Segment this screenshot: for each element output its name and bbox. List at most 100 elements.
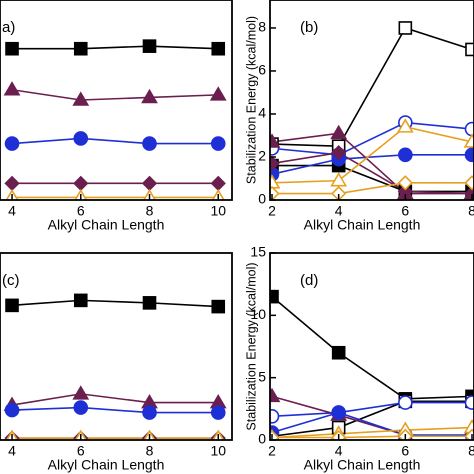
marker: [463, 133, 474, 148]
x-tick-label: 6: [401, 203, 409, 219]
marker: [331, 405, 346, 420]
marker: [142, 296, 157, 310]
series-line: [271, 132, 472, 195]
x-tick-label: 10: [210, 203, 226, 219]
marker: [73, 131, 89, 146]
plot-area: [270, 289, 474, 440]
y-tick-label: 10: [250, 306, 266, 322]
series-line: [271, 426, 473, 439]
marker: [270, 289, 279, 304]
panel-label: (c): [2, 272, 20, 289]
x-tick-label: 4: [335, 443, 343, 459]
marker: [397, 175, 413, 191]
series-line: [11, 137, 219, 145]
marker: [73, 41, 88, 56]
x-axis-label: Alkyl Chain Length: [48, 217, 165, 233]
y-tick-label: 0: [258, 431, 266, 447]
x-tick-label: 6: [77, 203, 85, 219]
marker: [142, 136, 157, 151]
x-tick-label: 8: [146, 203, 154, 219]
series-line: [11, 88, 219, 101]
marker: [209, 86, 227, 101]
marker: [330, 124, 348, 140]
series-line: [272, 181, 472, 195]
series-line: [271, 126, 473, 184]
x-tick-label: 8: [468, 203, 474, 219]
marker: [398, 147, 413, 163]
x-tick-label: 10: [210, 443, 226, 459]
y-tick-label: 2: [258, 148, 266, 164]
series-line: [271, 154, 472, 175]
series-line: [271, 121, 473, 156]
marker: [73, 293, 88, 308]
series-line: [11, 299, 219, 308]
marker: [398, 21, 413, 35]
marker: [210, 405, 226, 420]
marker: [270, 133, 281, 148]
series-line: [272, 435, 472, 439]
axes-frame: [269, 252, 474, 441]
x-tick-label: 2: [268, 203, 276, 219]
x-tick-label: 8: [468, 443, 474, 459]
series-line: [271, 296, 473, 400]
x-tick-label: 4: [8, 443, 16, 459]
x-tick-label: 4: [8, 203, 16, 219]
series-line: [271, 26, 473, 148]
marker: [398, 395, 413, 410]
y-tick-label: 6: [258, 62, 266, 78]
y-axis-label: Stabilization Energy (kcal/mol): [244, 262, 258, 430]
series-line: [271, 411, 472, 436]
marker: [210, 136, 226, 151]
x-axis-label: Alkyl Chain Length: [304, 457, 421, 473]
y-tick-label: 8: [258, 19, 266, 35]
series-line: [271, 400, 472, 438]
plot-area: [270, 21, 474, 200]
marker: [72, 385, 90, 400]
marker: [72, 91, 90, 106]
plot-area: [3, 39, 227, 200]
panel-label: a): [2, 19, 15, 36]
series-line: [12, 45, 219, 50]
marker: [142, 39, 157, 53]
x-tick-label: 8: [146, 443, 154, 459]
marker: [4, 175, 20, 191]
marker: [73, 400, 89, 415]
marker: [464, 175, 474, 191]
axes-frame: [269, 0, 474, 201]
y-tick-label: 4: [258, 105, 266, 121]
marker: [73, 175, 89, 191]
x-tick-label: 2: [268, 443, 276, 459]
marker: [5, 298, 19, 313]
series-line: [271, 151, 473, 195]
series-line: [12, 406, 219, 414]
marker: [5, 41, 19, 56]
marker: [464, 121, 474, 137]
y-tick-label: 5: [258, 368, 266, 384]
marker: [141, 88, 158, 104]
marker: [4, 136, 20, 151]
y-tick-label: 15: [250, 244, 266, 260]
axes-frame: [0, 252, 233, 441]
marker: [210, 175, 226, 191]
marker: [4, 402, 20, 418]
x-tick-label: 6: [77, 443, 85, 459]
marker: [270, 409, 280, 424]
x-axis-label: Alkyl Chain Length: [304, 217, 421, 233]
marker: [396, 118, 414, 133]
plot-area: [3, 293, 227, 440]
marker: [330, 172, 348, 187]
marker: [464, 395, 474, 410]
marker: [331, 145, 347, 161]
panel-label: (b): [300, 19, 318, 36]
x-tick-label: 4: [335, 203, 343, 219]
marker: [465, 42, 474, 57]
marker: [464, 147, 474, 163]
series-line: [271, 401, 472, 418]
axes-frame: [0, 0, 233, 201]
y-tick-label: 0: [258, 191, 266, 207]
marker: [3, 81, 21, 96]
marker: [331, 185, 347, 200]
y-axis-label: Stabilization Energy (kcal/mol): [244, 16, 258, 184]
x-tick-label: 6: [401, 443, 409, 459]
